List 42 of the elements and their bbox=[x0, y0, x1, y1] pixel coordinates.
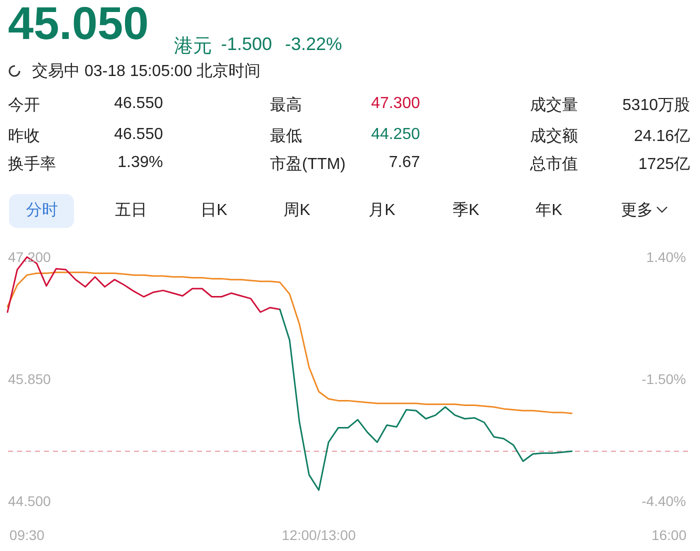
text: 分时 bbox=[26, 200, 58, 221]
text: 市盈(TTM) bbox=[270, 154, 346, 175]
text: 47.300 bbox=[371, 95, 420, 113]
text: 昨收 bbox=[8, 127, 40, 147]
text: 日K bbox=[200, 201, 228, 221]
text: 44.250 bbox=[371, 126, 420, 144]
x-tick-label: 16:00 bbox=[651, 527, 687, 543]
text: 总市值 bbox=[530, 154, 578, 175]
y2-tick-label: -1.50% bbox=[642, 371, 686, 387]
text: 46.550 bbox=[114, 126, 163, 144]
text: 24.16亿 bbox=[634, 127, 690, 147]
x-tick-label: 12:00/13:00 bbox=[282, 527, 356, 543]
text: 7.67 bbox=[388, 154, 420, 172]
y-tick-label: 45.850 bbox=[8, 371, 52, 387]
text: 1725亿 bbox=[638, 155, 690, 175]
x-tick-label: 09:30 bbox=[9, 527, 45, 543]
y-tick-label: 47.200 bbox=[8, 249, 52, 265]
text: 45.050 bbox=[8, 0, 149, 50]
text: 换手率 bbox=[8, 154, 56, 175]
text: 年K bbox=[536, 201, 562, 221]
text: 交易中 03-18 15:05:00 北京时间 bbox=[32, 62, 261, 82]
text: 5310万股 bbox=[622, 96, 690, 116]
text: 今开 bbox=[8, 96, 40, 116]
text: 最低 bbox=[270, 127, 302, 147]
y2-tick-label: 1.40% bbox=[646, 249, 686, 265]
text: 周K bbox=[284, 201, 310, 221]
text: 最高 bbox=[270, 96, 302, 116]
text: 1.39% bbox=[118, 154, 163, 172]
text: 季K bbox=[452, 200, 480, 221]
text: 成交量 bbox=[530, 96, 578, 116]
text: 五日 bbox=[115, 201, 147, 221]
text: -1.500 bbox=[221, 34, 272, 55]
text: 46.550 bbox=[114, 95, 163, 113]
line-series bbox=[6, 272, 572, 414]
text: 更多 bbox=[621, 201, 653, 221]
y2-tick-label: -4.40% bbox=[642, 493, 686, 509]
line-series bbox=[279, 308, 572, 491]
text: -3.22% bbox=[285, 34, 342, 55]
text: 月K bbox=[368, 201, 396, 221]
text: 港元 bbox=[174, 35, 212, 59]
text: 成交额 bbox=[530, 126, 578, 147]
y-tick-label: 44.500 bbox=[8, 493, 52, 509]
